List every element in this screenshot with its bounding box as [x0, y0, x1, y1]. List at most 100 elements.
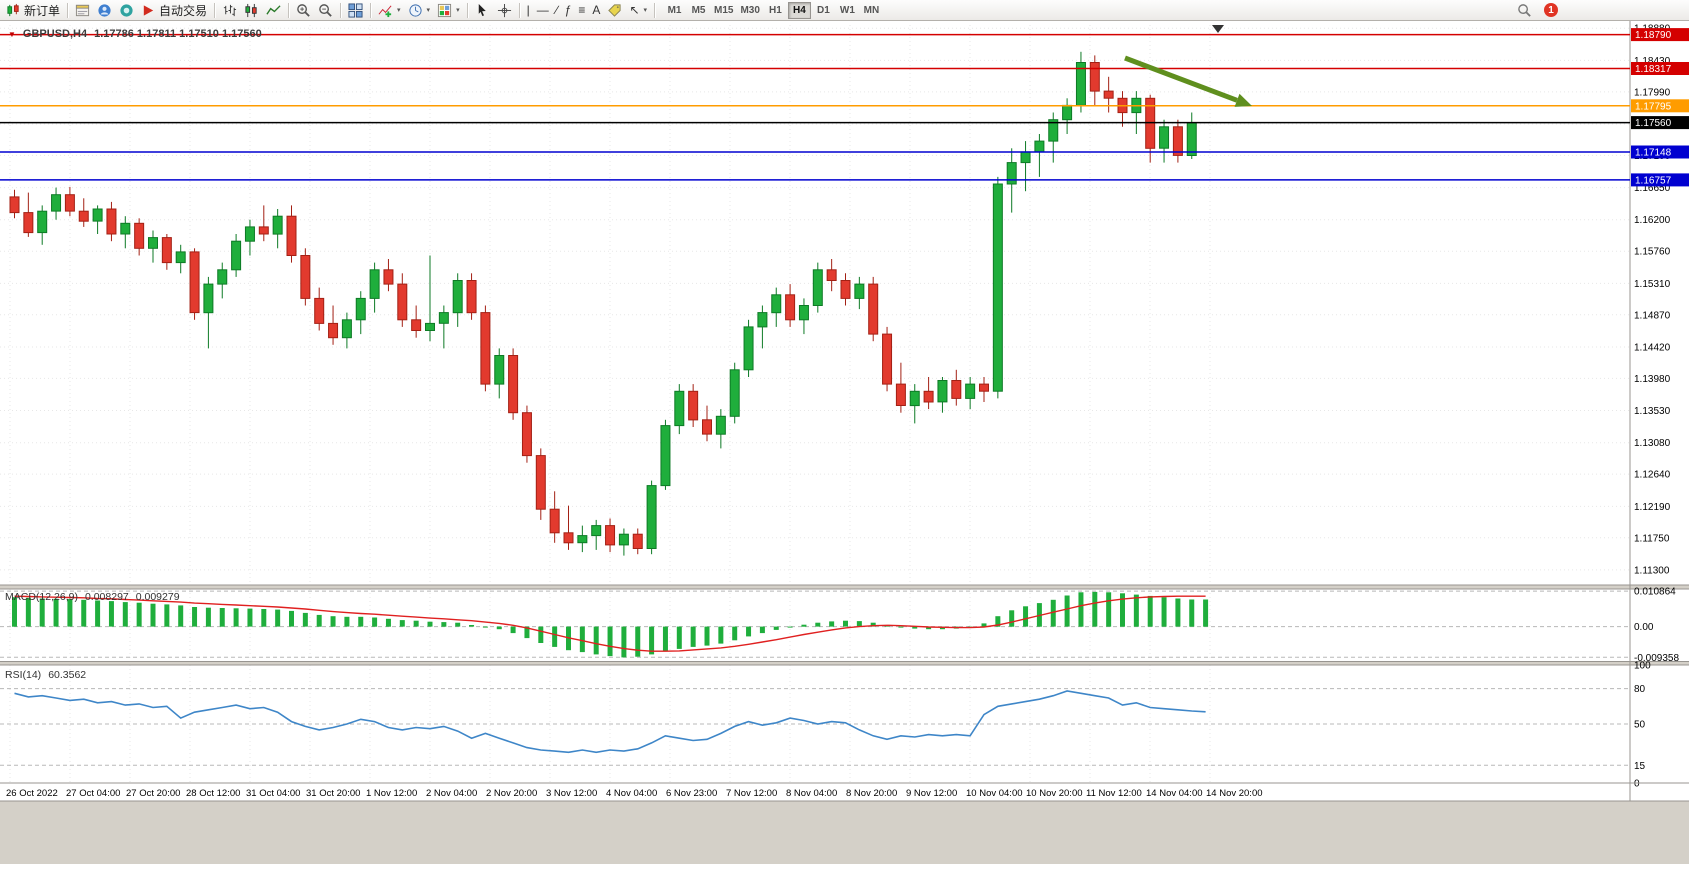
rsi-value: 60.3562: [48, 669, 87, 681]
timeframe-m15-button[interactable]: M15: [711, 2, 736, 19]
timeframe-h4-button[interactable]: H4: [787, 1, 811, 19]
crosshair-icon: [497, 3, 511, 17]
auto-trading-button[interactable]: 自动交易: [138, 1, 210, 20]
svg-text:1.16200: 1.16200: [1634, 215, 1671, 226]
svg-text:2 Nov 20:00: 2 Nov 20:00: [486, 788, 537, 799]
terminal-button[interactable]: [72, 1, 93, 20]
tile-windows-button[interactable]: [345, 1, 366, 20]
cursor-button[interactable]: [472, 1, 493, 20]
periods-button[interactable]: ▾: [405, 1, 434, 20]
search-button[interactable]: [1514, 1, 1535, 20]
zoom-out-button[interactable]: [315, 1, 336, 20]
notification-badge[interactable]: 1: [1544, 3, 1558, 17]
horizontal-line-tool-button[interactable]: —: [534, 1, 552, 20]
community-icon: [120, 3, 133, 17]
svg-text:4 Nov 04:00: 4 Nov 04:00: [606, 788, 657, 799]
timeframe-mn-button[interactable]: MN: [860, 2, 883, 19]
chart-canvas[interactable]: 1.188801.184301.179901.175401.171001.166…: [0, 21, 1689, 864]
template-icon: [438, 3, 452, 17]
svg-text:1.12190: 1.12190: [1634, 502, 1671, 513]
ohlc-values: 1.17786 1.17811 1.17510 1.17560: [94, 28, 262, 40]
bar-chart-icon: [223, 4, 237, 16]
channel-tool-button[interactable]: ≡: [575, 1, 588, 20]
svg-text:1.16757: 1.16757: [1635, 175, 1672, 186]
crosshair-button[interactable]: [494, 1, 515, 20]
rsi-name: RSI(14): [5, 669, 42, 681]
new-order-icon: [7, 3, 19, 16]
svg-text:7 Nov 12:00: 7 Nov 12:00: [726, 788, 777, 799]
toolbar-separator: [466, 2, 468, 18]
line-chart-button[interactable]: [263, 1, 284, 20]
svg-text:9 Nov 12:00: 9 Nov 12:00: [906, 788, 957, 799]
svg-text:10 Nov 20:00: 10 Nov 20:00: [1026, 788, 1083, 799]
svg-text:1.17148: 1.17148: [1635, 148, 1672, 159]
timeframe-m30-button[interactable]: M30: [737, 2, 762, 19]
toolbar-separator: [67, 2, 69, 18]
arrows-tool-button[interactable]: ↖ ▾: [626, 1, 650, 20]
panel-splitters[interactable]: [0, 584, 1689, 666]
svg-text:28 Oct 12:00: 28 Oct 12:00: [186, 788, 240, 799]
one-click-trading-toggle[interactable]: ▼: [8, 29, 16, 39]
chevron-down-icon: ▾: [426, 7, 431, 14]
svg-text:14 Nov 20:00: 14 Nov 20:00: [1206, 788, 1263, 799]
zoom-in-button[interactable]: [293, 1, 314, 20]
vertical-line-tool-button[interactable]: |: [524, 1, 533, 20]
toolbar-separator: [214, 2, 216, 18]
svg-text:1.13980: 1.13980: [1634, 374, 1671, 385]
rsi-indicator: [0, 688, 1630, 766]
trend-arrow-annotation[interactable]: [1124, 55, 1252, 107]
candlestick-chart-button[interactable]: [241, 1, 262, 20]
timeframe-group: M1 M5 M15 M30 H1 H4 D1 W1 MN: [663, 1, 883, 19]
svg-text:27 Oct 04:00: 27 Oct 04:00: [66, 788, 120, 799]
price-level-lines[interactable]: 1.18790 1.18317 1.17795 1.17560 1.17148 1.167…: [0, 28, 1689, 187]
toolbar-separator: [370, 2, 372, 18]
price-axis[interactable]: 1.188801.184301.179901.175401.171001.166…: [1629, 21, 1679, 801]
search-icon: [1518, 3, 1531, 17]
svg-text:50: 50: [1634, 720, 1646, 731]
profile-icon: [98, 3, 111, 17]
timeframe-h1-button[interactable]: H1: [764, 2, 787, 19]
svg-text:31 Oct 04:00: 31 Oct 04:00: [246, 788, 300, 799]
timeframe-m5-button[interactable]: M5: [687, 2, 710, 19]
bar-chart-button[interactable]: [219, 1, 240, 20]
grid: [0, 25, 1630, 783]
indicators-button[interactable]: ▾: [375, 1, 404, 20]
label-tool-button[interactable]: [604, 1, 625, 20]
status-bar: [0, 800, 1689, 864]
templates-button[interactable]: ▾: [434, 1, 463, 20]
svg-text:26 Oct 2022: 26 Oct 2022: [6, 788, 58, 799]
svg-text:2 Nov 04:00: 2 Nov 04:00: [426, 788, 477, 799]
svg-text:1.18317: 1.18317: [1635, 64, 1672, 75]
toolbar-separator: [518, 2, 520, 18]
profile-button[interactable]: [94, 1, 115, 20]
macd-signal-value: 0.009279: [135, 591, 180, 603]
svg-text:1.15760: 1.15760: [1634, 247, 1671, 258]
chart-shift-marker[interactable]: [1212, 25, 1224, 33]
trendline-icon: ∕: [555, 3, 558, 17]
zoom-out-icon: [319, 3, 332, 17]
text-tool-button[interactable]: A: [589, 1, 603, 20]
community-button[interactable]: [116, 1, 137, 20]
symbol-period-label: GBPUSD,H4: [22, 28, 88, 40]
chart-title: ▼ GBPUSD,H4 1.17786 1.17811 1.17510 1.17…: [8, 28, 262, 40]
trendline-tool-button[interactable]: ∕: [553, 1, 561, 20]
cursor-icon: [478, 3, 486, 16]
svg-text:6 Nov 23:00: 6 Nov 23:00: [666, 788, 717, 799]
timeframe-m1-button[interactable]: M1: [663, 2, 686, 19]
chart-area[interactable]: 1.188801.184301.179901.175401.171001.166…: [0, 21, 1689, 864]
clock-icon: [408, 3, 422, 17]
svg-text:8 Nov 20:00: 8 Nov 20:00: [846, 788, 897, 799]
time-axis[interactable]: 26 Oct 2022 27 Oct 04:00 27 Oct 20:00 28 Oc…: [0, 782, 1689, 799]
main-toolbar: 新订单 自动交易 ▾ ▾ ▾: [0, 0, 1689, 21]
arrows-tool-icon: ↖: [629, 3, 640, 17]
timeframe-d1-button[interactable]: D1: [812, 2, 835, 19]
timeframe-w1-button[interactable]: W1: [836, 2, 859, 19]
fibonacci-tool-button[interactable]: ƒ: [562, 1, 575, 20]
macd-indicator: [0, 590, 1630, 658]
svg-text:1.17990: 1.17990: [1634, 87, 1671, 98]
svg-text:14 Nov 04:00: 14 Nov 04:00: [1146, 788, 1203, 799]
svg-text:1 Nov 12:00: 1 Nov 12:00: [366, 788, 417, 799]
chevron-down-icon: ▾: [456, 7, 460, 14]
new-order-button[interactable]: 新订单: [3, 1, 63, 20]
svg-text:1.14870: 1.14870: [1634, 310, 1671, 321]
